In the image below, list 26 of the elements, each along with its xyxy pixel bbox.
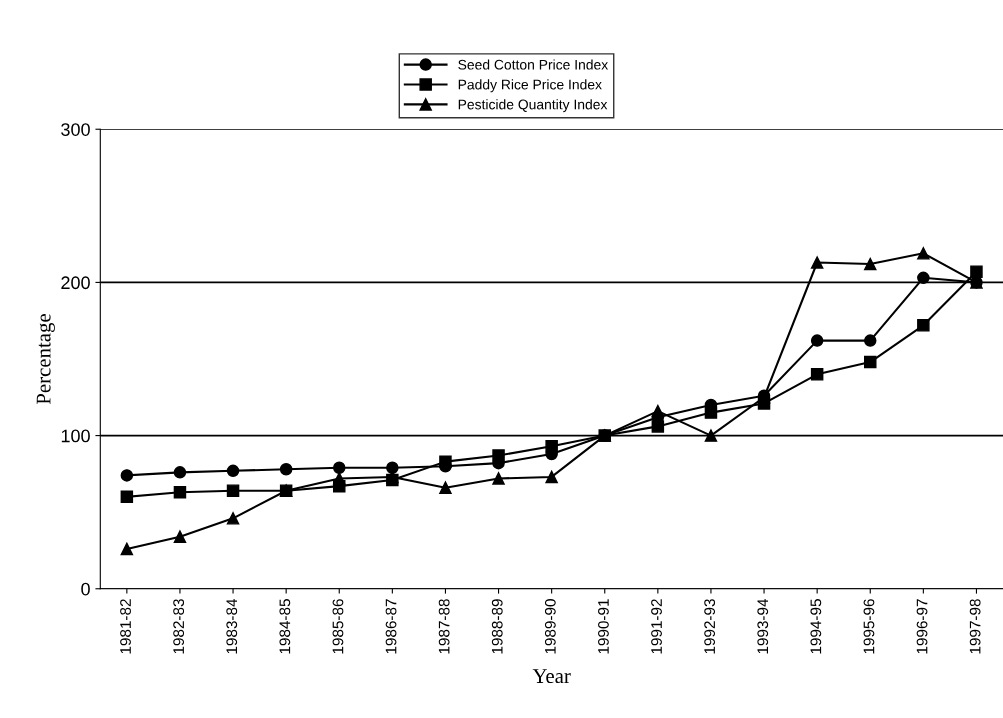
- x-tick-label: 1991-92: [651, 599, 662, 654]
- x-tick-label: 1994-95: [810, 599, 822, 654]
- x-tick-label: 1993-94: [757, 598, 769, 654]
- x-tick-label: 1988-89: [491, 599, 503, 654]
- x-tick-label: 1984-85: [279, 599, 291, 654]
- x-tick-label: 1989-90: [544, 599, 556, 654]
- x-tick-label: 1987-88: [438, 599, 450, 654]
- legend-label: Paddy Rice Price Index: [458, 79, 602, 93]
- y-axis-title: Percentage: [36, 314, 55, 405]
- y-tick-label: 100: [61, 429, 90, 443]
- x-tick-label: 1982-83: [173, 599, 185, 654]
- legend-label: Pesticide Quantity Index: [458, 99, 608, 113]
- x-tick-label: 1985-86: [332, 599, 344, 654]
- y-tick-label: 0: [81, 582, 90, 596]
- x-tick-label: 1997-98: [969, 599, 981, 654]
- x-tick-label: 1992-93: [704, 599, 716, 654]
- x-axis-title: Year: [532, 669, 571, 684]
- y-tick-label: 300: [61, 123, 90, 136]
- y-tick-label: 200: [61, 276, 90, 290]
- x-tick-label: 1996-97: [916, 599, 928, 654]
- x-tick-label: 1986-87: [385, 599, 397, 654]
- x-tick-label: 1995-96: [863, 599, 875, 654]
- x-tick-label: 1983-84: [226, 598, 238, 654]
- legend-label: Seed Cotton Price Index: [458, 59, 609, 70]
- x-tick-label: 1990-91: [598, 599, 609, 654]
- x-tick-label: 1981-82: [120, 599, 131, 654]
